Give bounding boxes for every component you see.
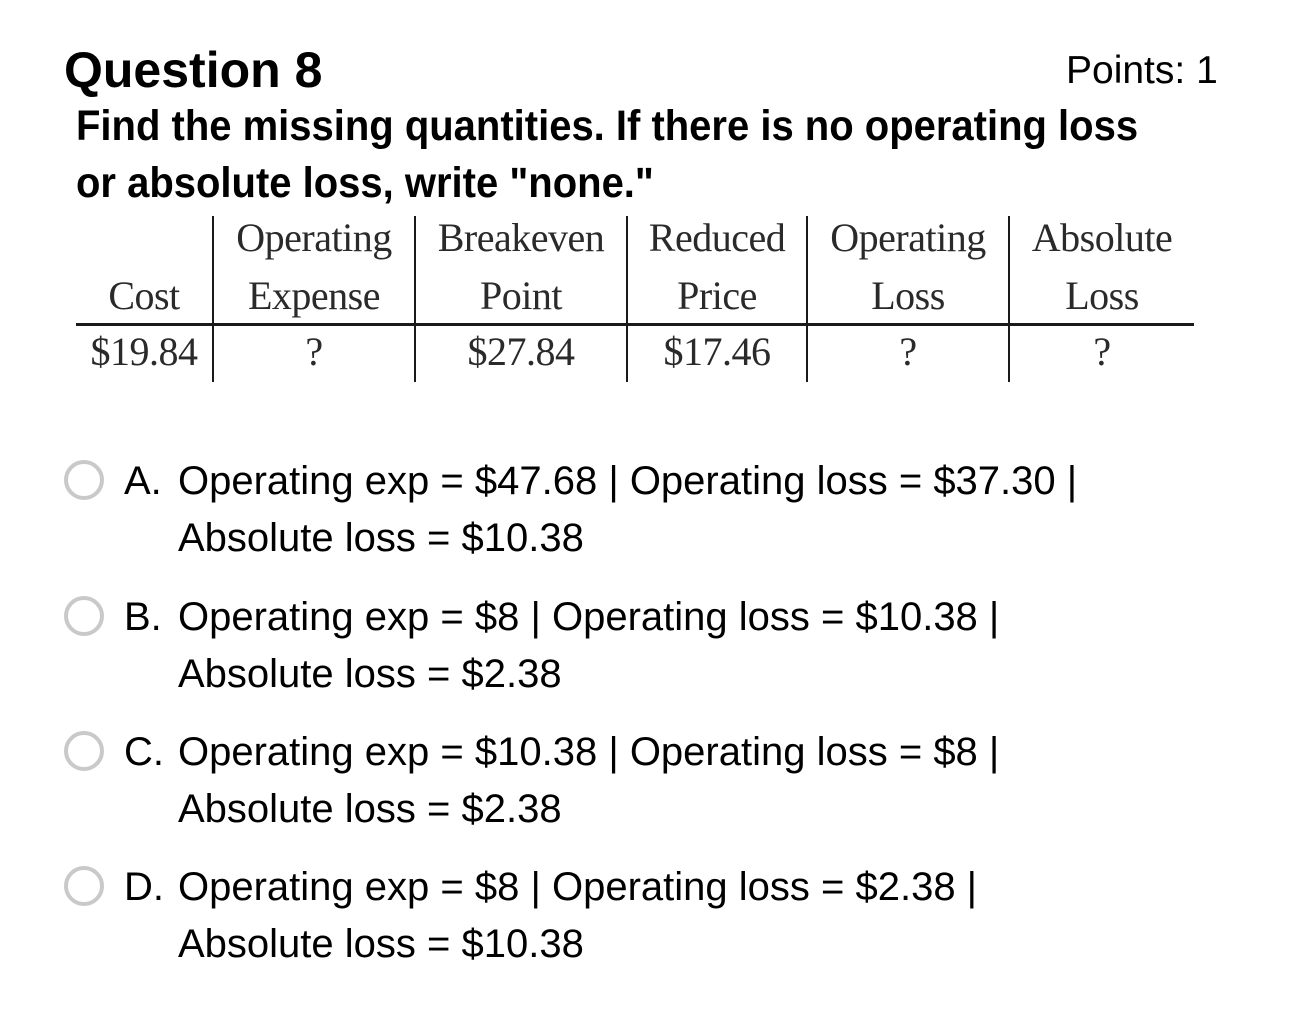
option-d-radio[interactable] — [64, 866, 104, 906]
option-b[interactable]: B. Operating exp = $8 | Operating loss =… — [62, 588, 1242, 708]
header-reduced-price-line2: Price — [677, 273, 757, 318]
option-c-text-line1: Operating exp = $10.38 | Operating loss … — [178, 730, 1000, 774]
cell-cost: $19.84 — [90, 329, 199, 374]
header-cost-line2: Cost — [108, 273, 180, 318]
option-a-letter: A. — [124, 459, 162, 503]
question-prompt: Find the missing quantities. If there is… — [76, 98, 1183, 212]
cell-breakeven-point: $27.84 — [467, 329, 576, 374]
option-b-text-line2: Absolute loss = $2.38 — [178, 652, 562, 696]
column-divider — [806, 216, 808, 382]
option-c-text-line2: Absolute loss = $2.38 — [178, 787, 562, 831]
option-c-radio[interactable] — [64, 731, 104, 771]
option-a[interactable]: A. Operating exp = $47.68 | Operating lo… — [62, 452, 1242, 572]
option-a-text-line1: Operating exp = $47.68 | Operating loss … — [178, 459, 1078, 503]
cell-reduced-price: $17.46 — [663, 329, 772, 374]
points-label: Points: 1 — [1066, 49, 1218, 92]
option-b-text-line1: Operating exp = $8 | Operating loss = $1… — [178, 595, 1000, 639]
header-absolute-loss-line2: Loss — [1065, 273, 1139, 318]
option-d-text-line2: Absolute loss = $10.38 — [178, 922, 584, 966]
column-divider — [1008, 216, 1010, 382]
prompt-line-2: or absolute loss, write "none." — [76, 159, 654, 207]
column-divider — [414, 216, 416, 382]
column-divider — [212, 216, 214, 382]
header-operating-expense-line2: Expense — [247, 273, 381, 318]
option-d-letter: D. — [124, 865, 164, 909]
header-reduced-price-line1: Reduced — [648, 215, 786, 260]
quantities-table: Operating Breakeven Reduced Operating Ab… — [76, 210, 1194, 382]
option-c[interactable]: C. Operating exp = $10.38 | Operating lo… — [62, 723, 1242, 843]
header-breakeven-point-line2: Point — [480, 273, 562, 318]
option-a-radio[interactable] — [64, 460, 104, 500]
header-breakeven-point-line1: Breakeven — [437, 215, 605, 260]
question-title: Question 8 — [64, 42, 323, 98]
header-operating-loss-line2: Loss — [871, 273, 945, 318]
header-absolute-loss-line1: Absolute — [1031, 215, 1173, 260]
option-a-text-line2: Absolute loss = $10.38 — [178, 516, 584, 560]
cell-operating-loss: ? — [899, 329, 917, 374]
option-d[interactable]: D. Operating exp = $8 | Operating loss =… — [62, 858, 1242, 978]
cell-absolute-loss: ? — [1093, 329, 1111, 374]
option-b-letter: B. — [124, 595, 162, 639]
cell-operating-expense: ? — [305, 329, 323, 374]
option-b-radio[interactable] — [64, 596, 104, 636]
option-c-letter: C. — [124, 730, 164, 774]
table-header-divider — [76, 323, 1194, 326]
header-operating-expense-line1: Operating — [236, 215, 392, 260]
prompt-line-1: Find the missing quantities. If there is… — [76, 102, 1139, 150]
header-operating-loss-line1: Operating — [830, 215, 986, 260]
option-d-text-line1: Operating exp = $8 | Operating loss = $2… — [178, 865, 978, 909]
column-divider — [626, 216, 628, 382]
